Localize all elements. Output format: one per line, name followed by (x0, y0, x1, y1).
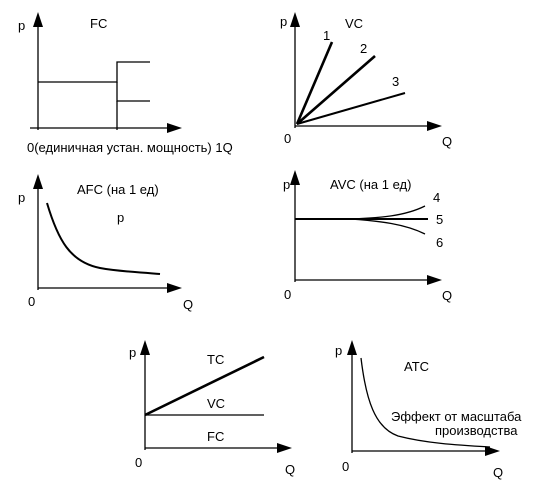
atc-x-arrow (485, 446, 500, 456)
vc-line-3 (296, 92, 406, 125)
avc-x-arrow (427, 275, 442, 285)
vc-line-2-label: 2 (360, 41, 367, 56)
fc-title: FC (90, 16, 107, 31)
fc-x-label: 0(единичная устан. мощность) 1Q (27, 140, 233, 155)
tc-y-label: p (129, 345, 136, 360)
afc-curve (46, 202, 161, 275)
vc-line-2 (296, 55, 376, 125)
atc-note-line2: производства (435, 423, 518, 438)
atc-title: ATC (404, 359, 429, 374)
avc-label-4: 4 (433, 190, 440, 205)
afc-inner-label: p (117, 210, 124, 225)
fc-x-arrow (167, 123, 182, 133)
vc-x-arrow (427, 121, 442, 131)
avc-x-label: Q (442, 288, 452, 303)
vc-label: VC (207, 396, 225, 411)
afc-title: AFC (на 1 ед) (77, 182, 159, 197)
fc-label: FC (207, 429, 224, 444)
vc-line-1-label: 1 (323, 28, 330, 43)
avc-origin: 0 (284, 287, 291, 302)
avc-curve-4 (349, 205, 426, 220)
afc-origin: 0 (28, 294, 35, 309)
fc-step-lower (38, 61, 150, 83)
avc-label-5: 5 (436, 212, 443, 227)
fc-y-label: p (18, 18, 25, 33)
panel-atc: p ATC Эффект от масштаба производства 0 … (335, 340, 522, 480)
panel-fc: p FC 0(единичная устан. мощность) 1Q (18, 12, 233, 155)
vc-y-label: p (280, 14, 287, 29)
atc-x-label: Q (493, 465, 503, 480)
atc-y-label: p (335, 343, 342, 358)
tc-origin: 0 (135, 455, 142, 470)
vc-origin: 0 (284, 131, 291, 146)
afc-x-label: Q (183, 297, 193, 312)
avc-label-6: 6 (436, 235, 443, 250)
panel-tc: p TC VC FC 0 Q (129, 340, 295, 477)
tc-x-label: Q (285, 462, 295, 477)
vc-title: VC (345, 16, 363, 31)
avc-title: AVC (на 1 ед) (330, 177, 411, 192)
vc-x-label: Q (442, 134, 452, 149)
atc-curve (360, 357, 491, 448)
vc-y-arrow (290, 12, 300, 27)
atc-origin: 0 (342, 459, 349, 474)
tc-y-arrow (140, 340, 150, 355)
tc-line (144, 355, 265, 417)
afc-y-arrow (33, 174, 43, 189)
avc-y-arrow (290, 170, 300, 185)
fc-y-arrow (33, 12, 43, 27)
avc-curve-6 (349, 218, 426, 235)
afc-y-label: p (18, 190, 25, 205)
vc-line-3-label: 3 (392, 74, 399, 89)
panel-avc: p AVC (на 1 ед) 4 5 6 0 Q (283, 170, 452, 303)
avc-y-label: p (283, 177, 290, 192)
afc-x-arrow (167, 283, 182, 293)
atc-note-line1: Эффект от масштаба (391, 409, 522, 424)
panel-vc: p VC 0 Q 1 2 3 (280, 12, 452, 149)
vc-line-1 (295, 41, 334, 125)
fc-step-upper (116, 82, 150, 102)
panel-afc: p AFC (на 1 ед) p 0 Q (18, 174, 193, 312)
tc-label: TC (207, 352, 224, 367)
atc-y-arrow (347, 340, 357, 355)
tc-x-arrow (277, 443, 292, 453)
